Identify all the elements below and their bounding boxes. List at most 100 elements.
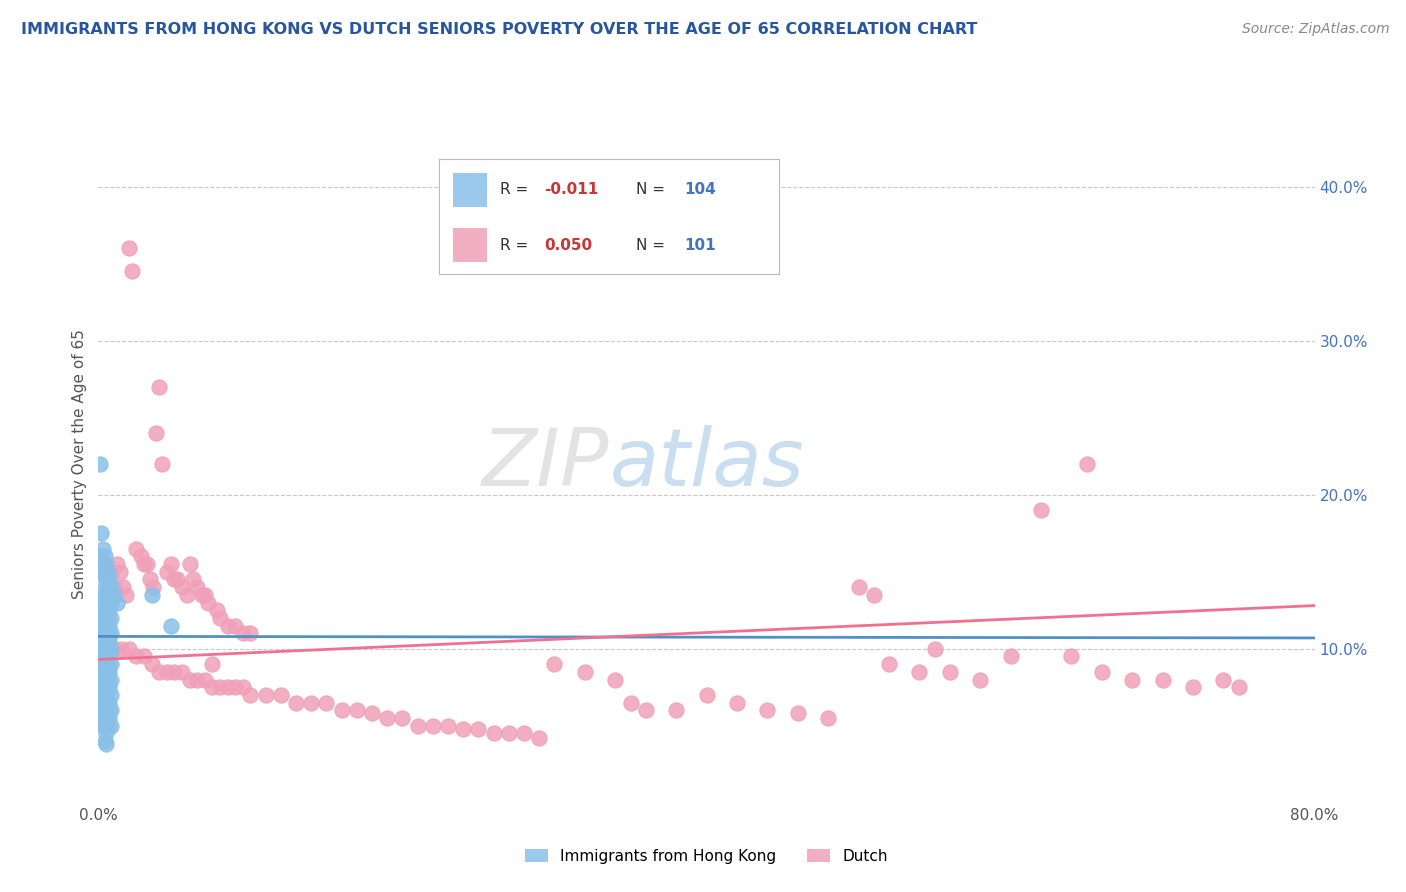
Text: R =: R = [501,182,533,197]
Point [93,565,115,579]
Point [100,565,122,579]
Point [156,665,179,679]
Bar [453,228,486,262]
Point [100,641,122,656]
Point [90,557,112,571]
Point [186,580,208,594]
Point [817,711,839,725]
Point [209,611,232,625]
Point [330,703,353,717]
Point [98,641,121,656]
Point [94,603,117,617]
Point [96,680,118,694]
Point [139,573,162,587]
Point [91,541,114,556]
Point [91,595,114,609]
Point [96,696,118,710]
Point [94,726,117,740]
Point [96,580,118,594]
Point [160,557,183,571]
Point [91,680,114,694]
Point [100,611,122,625]
Text: R =: R = [501,237,533,252]
Point [1029,503,1052,517]
Point [93,665,115,679]
Point [634,703,657,717]
Point [118,241,141,255]
Point [98,573,121,587]
Point [391,711,413,725]
Point [96,711,118,725]
Point [194,673,217,687]
Point [422,719,444,733]
Point [170,580,193,594]
Point [93,607,115,622]
Point [91,649,114,664]
Point [217,680,239,694]
Point [179,673,201,687]
Point [90,526,112,541]
Point [98,703,121,717]
Point [160,618,183,632]
Point [148,380,170,394]
Point [406,719,429,733]
Point [186,673,208,687]
Point [205,603,228,617]
Point [91,665,114,679]
Text: IMMIGRANTS FROM HONG KONG VS DUTCH SENIORS POVERTY OVER THE AGE OF 65 CORRELATIO: IMMIGRANTS FROM HONG KONG VS DUTCH SENIO… [21,22,977,37]
Point [91,673,114,687]
Point [1152,673,1174,687]
Legend: Immigrants from Hong Kong, Dutch: Immigrants from Hong Kong, Dutch [519,842,894,870]
Point [93,599,115,613]
Point [94,626,117,640]
Point [1091,665,1114,679]
Point [96,626,118,640]
Point [908,665,931,679]
Point [93,618,115,632]
Point [141,657,163,672]
Text: ZIP: ZIP [482,425,609,503]
Point [141,588,163,602]
Point [239,688,262,702]
Point [285,696,308,710]
Point [91,626,114,640]
Point [877,657,900,672]
Point [93,634,115,648]
Point [94,688,117,702]
Point [619,696,641,710]
Point [91,611,114,625]
Point [209,680,232,694]
Point [96,719,118,733]
Point [98,588,121,602]
Point [98,626,121,640]
Point [114,588,136,602]
Point [94,649,117,664]
Point [467,722,489,736]
Text: 0.050: 0.050 [544,237,593,252]
Point [89,457,111,471]
Point [1121,673,1143,687]
Point [111,580,134,594]
Point [375,711,398,725]
Point [96,634,118,648]
Point [136,557,159,571]
Point [93,549,115,564]
Point [254,688,277,702]
Point [129,549,152,564]
Point [105,595,128,609]
Point [1076,457,1098,471]
Point [179,557,201,571]
Point [201,680,224,694]
Point [94,703,117,717]
Point [1212,673,1234,687]
Point [96,657,118,672]
Point [574,665,596,679]
Point [105,557,128,571]
Point [103,588,125,602]
Text: 101: 101 [685,237,716,252]
Point [239,626,262,640]
Point [91,703,114,717]
Point [217,618,239,632]
Point [96,649,118,664]
Point [98,649,121,664]
